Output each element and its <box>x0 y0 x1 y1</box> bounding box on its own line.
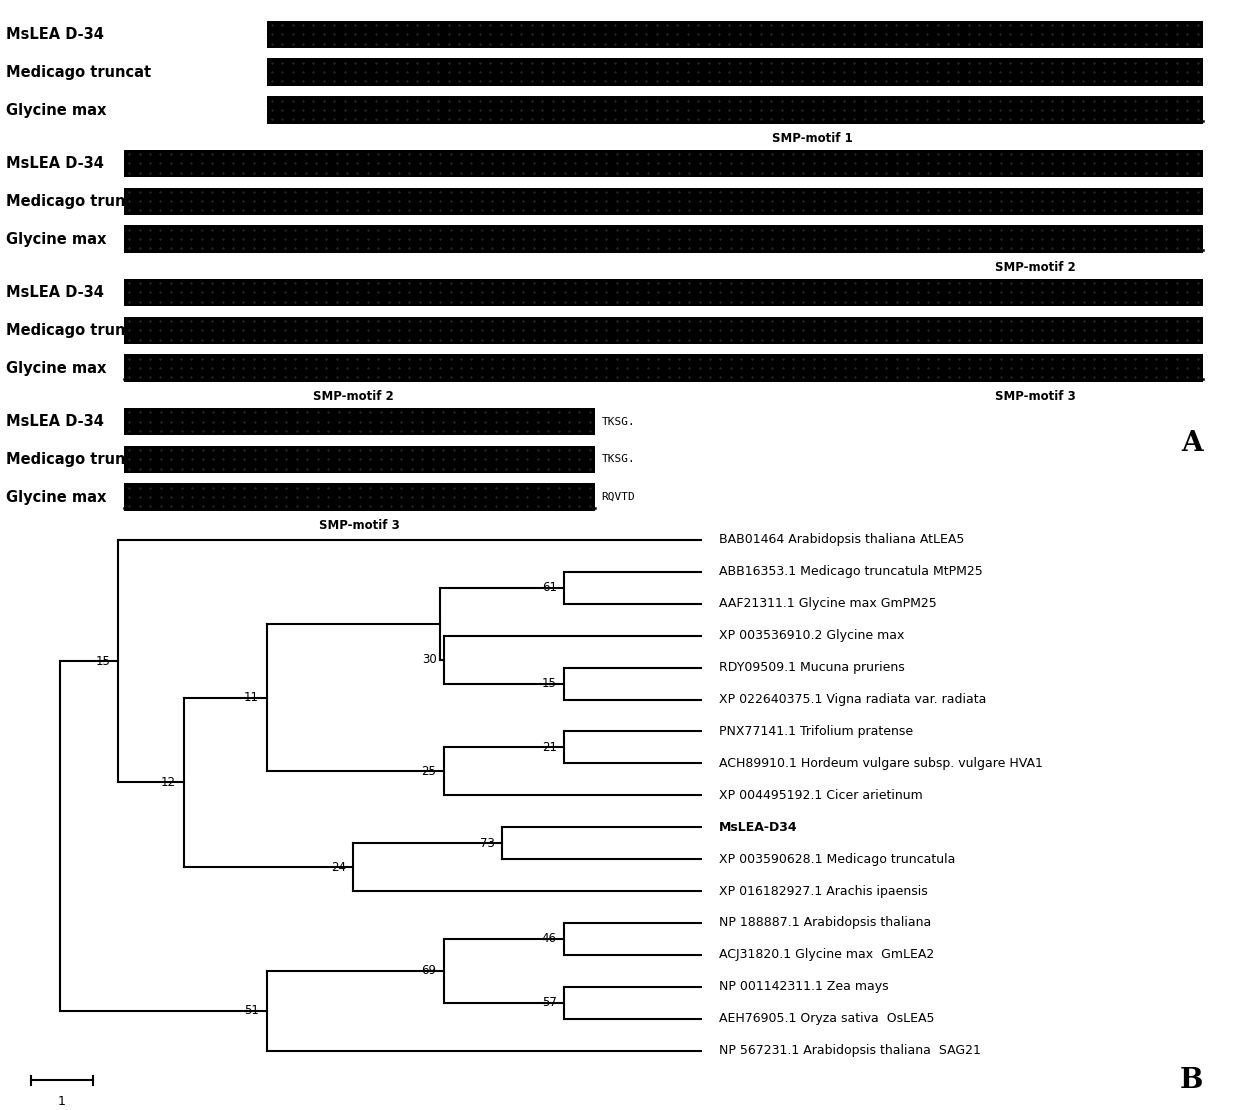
Text: Medicago truncat: Medicago truncat <box>6 323 151 337</box>
Text: A: A <box>1182 431 1203 457</box>
Text: MsLEA D-34: MsLEA D-34 <box>6 285 104 300</box>
Text: NP 188887.1 Arabidopsis thaliana: NP 188887.1 Arabidopsis thaliana <box>719 917 931 929</box>
Text: 1: 1 <box>58 1096 66 1108</box>
Text: 11: 11 <box>244 692 259 704</box>
Text: Medicago truncat: Medicago truncat <box>6 452 151 467</box>
Text: ABB16353.1 Medicago truncatula MtPM25: ABB16353.1 Medicago truncatula MtPM25 <box>719 565 983 578</box>
Text: AEH76905.1 Oryza sativa  OsLEA5: AEH76905.1 Oryza sativa OsLEA5 <box>719 1012 935 1026</box>
Bar <box>267 21 1203 48</box>
Text: SMP-motif 2: SMP-motif 2 <box>312 390 394 403</box>
Text: MsLEA D-34: MsLEA D-34 <box>6 155 104 171</box>
Text: NP 001142311.1 Zea mays: NP 001142311.1 Zea mays <box>719 980 889 993</box>
Bar <box>124 407 595 435</box>
Text: Glycine max: Glycine max <box>6 232 107 246</box>
Text: SMP-motif 3: SMP-motif 3 <box>319 518 401 532</box>
Text: 61: 61 <box>542 582 557 594</box>
Text: 73: 73 <box>480 837 495 849</box>
Text: SMP-motif 1: SMP-motif 1 <box>771 132 853 144</box>
Bar <box>124 484 595 511</box>
Text: 69: 69 <box>422 965 436 977</box>
Text: 46: 46 <box>542 932 557 946</box>
Text: MsLEA D-34: MsLEA D-34 <box>6 27 104 42</box>
Text: MsLEA-D34: MsLEA-D34 <box>719 820 797 834</box>
Bar <box>124 316 1203 344</box>
Text: 30: 30 <box>422 653 436 666</box>
Text: BAB01464 Arabidopsis thaliana AtLEA5: BAB01464 Arabidopsis thaliana AtLEA5 <box>719 534 965 546</box>
Text: ACH89910.1 Hordeum vulgare subsp. vulgare HVA1: ACH89910.1 Hordeum vulgare subsp. vulgar… <box>719 757 1043 770</box>
Text: 15: 15 <box>95 655 110 667</box>
Text: RDY09509.1 Mucuna pruriens: RDY09509.1 Mucuna pruriens <box>719 662 905 674</box>
Text: ACJ31820.1 Glycine max  GmLEA2: ACJ31820.1 Glycine max GmLEA2 <box>719 948 935 961</box>
Text: PNX77141.1 Trifolium pratense: PNX77141.1 Trifolium pratense <box>719 725 914 738</box>
Text: MsLEA D-34: MsLEA D-34 <box>6 414 104 430</box>
Text: Medicago truncat: Medicago truncat <box>6 194 151 209</box>
Bar <box>124 225 1203 253</box>
Text: NP 567231.1 Arabidopsis thaliana  SAG21: NP 567231.1 Arabidopsis thaliana SAG21 <box>719 1045 981 1057</box>
Text: RQVTD: RQVTD <box>601 492 635 502</box>
Text: XP 003590628.1 Medicago truncatula: XP 003590628.1 Medicago truncatula <box>719 852 956 866</box>
Text: XP 022640375.1 Vigna radiata var. radiata: XP 022640375.1 Vigna radiata var. radiat… <box>719 693 987 706</box>
Text: Glycine max: Glycine max <box>6 361 107 375</box>
Bar <box>124 354 1203 382</box>
Text: TKSG.: TKSG. <box>601 416 635 426</box>
Bar <box>267 59 1203 87</box>
Text: AAF21311.1 Glycine max GmPM25: AAF21311.1 Glycine max GmPM25 <box>719 597 937 611</box>
Text: SMP-motif 3: SMP-motif 3 <box>994 390 1076 403</box>
Text: XP 003536910.2 Glycine max: XP 003536910.2 Glycine max <box>719 629 904 643</box>
Text: 21: 21 <box>542 740 557 754</box>
Text: 57: 57 <box>542 997 557 1009</box>
Bar <box>267 97 1203 124</box>
Text: XP 016182927.1 Arachis ipaensis: XP 016182927.1 Arachis ipaensis <box>719 885 928 898</box>
Text: SMP-motif 2: SMP-motif 2 <box>994 261 1076 274</box>
Bar <box>124 150 1203 178</box>
Text: Glycine max: Glycine max <box>6 490 107 505</box>
Text: Glycine max: Glycine max <box>6 102 107 118</box>
Bar <box>124 445 595 473</box>
Text: B: B <box>1179 1067 1203 1093</box>
Bar <box>124 188 1203 215</box>
Text: 24: 24 <box>331 860 346 874</box>
Text: 51: 51 <box>244 1005 259 1017</box>
Bar <box>124 279 1203 306</box>
Text: XP 004495192.1 Cicer arietinum: XP 004495192.1 Cicer arietinum <box>719 789 923 801</box>
Text: TKSG.: TKSG. <box>601 454 635 464</box>
Text: Medicago truncat: Medicago truncat <box>6 64 151 80</box>
Text: 15: 15 <box>542 677 557 690</box>
Text: 12: 12 <box>161 776 176 789</box>
Text: 25: 25 <box>422 765 436 778</box>
